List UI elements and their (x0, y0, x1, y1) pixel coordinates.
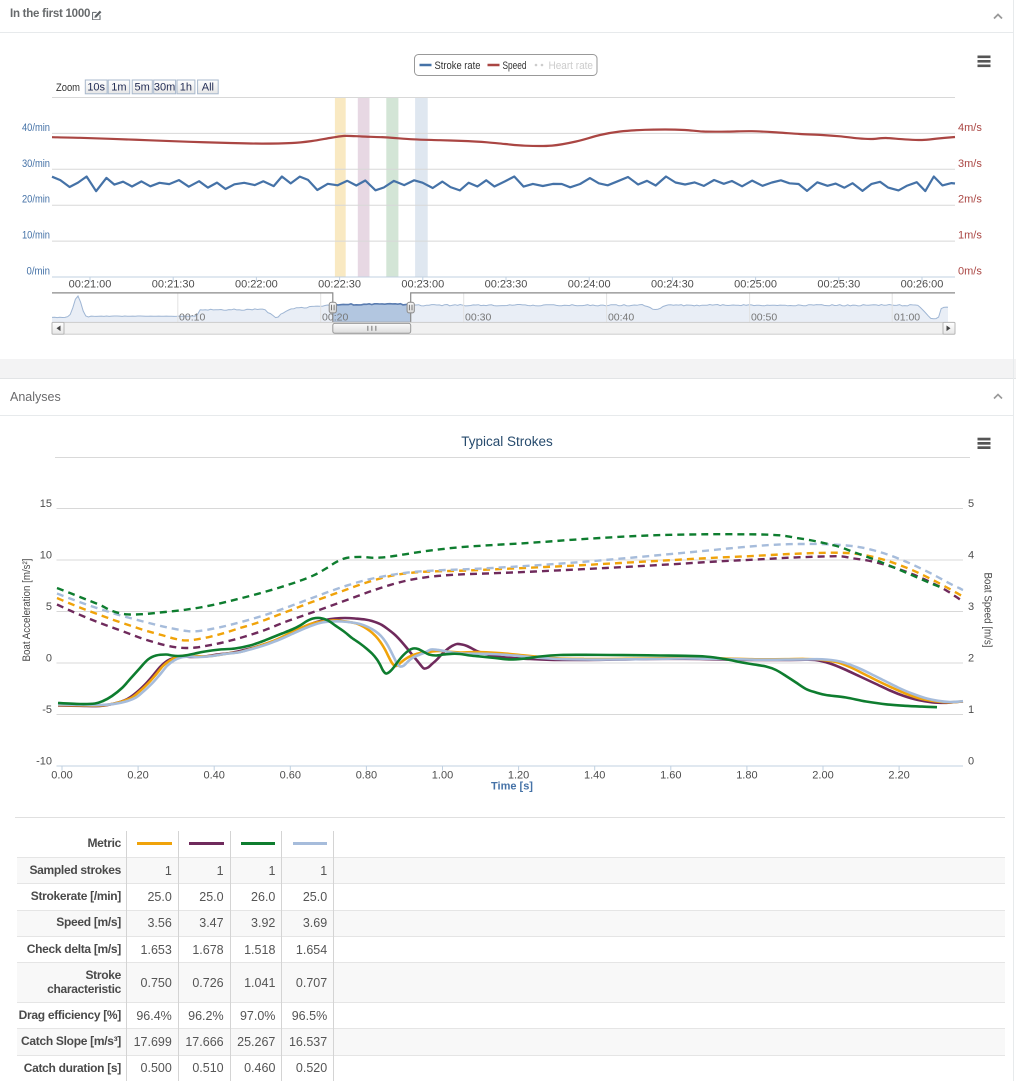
svg-text:1m: 1m (111, 82, 126, 94)
svg-text:1: 1 (968, 704, 974, 716)
svg-text:00:30: 00:30 (465, 311, 491, 323)
svg-text:Speed: Speed (503, 60, 527, 72)
svg-text:20/min: 20/min (22, 194, 50, 206)
svg-text:2.20: 2.20 (888, 770, 909, 782)
svg-text:00:21:00: 00:21:00 (69, 279, 112, 291)
svg-text:5: 5 (968, 498, 974, 510)
svg-text:30/min: 30/min (22, 158, 50, 170)
svg-text:00:22:00: 00:22:00 (235, 279, 278, 291)
svg-text:00:25:30: 00:25:30 (817, 279, 860, 291)
svg-text:-10: -10 (36, 755, 52, 767)
svg-text:00:26:00: 00:26:00 (901, 279, 944, 291)
svg-text:10: 10 (40, 549, 52, 561)
svg-text:-5: -5 (42, 704, 52, 716)
svg-text:1.00: 1.00 (432, 770, 453, 782)
svg-text:0.40: 0.40 (203, 770, 224, 782)
svg-text:Typical Strokes: Typical Strokes (461, 434, 553, 449)
svg-text:All: All (202, 82, 214, 94)
svg-text:0: 0 (46, 652, 52, 664)
svg-text:00:40: 00:40 (608, 311, 634, 323)
svg-text:5m: 5m (135, 82, 150, 94)
svg-text:40/min: 40/min (22, 122, 50, 134)
svg-text:15: 15 (40, 498, 52, 510)
svg-text:0.60: 0.60 (280, 770, 301, 782)
svg-text:00:23:00: 00:23:00 (401, 279, 444, 291)
svg-text:1.40: 1.40 (584, 770, 605, 782)
svg-text:30m: 30m (154, 82, 175, 94)
svg-text:1m/s: 1m/s (958, 230, 982, 242)
svg-text:0.00: 0.00 (51, 770, 72, 782)
svg-text:00:22:30: 00:22:30 (318, 279, 361, 291)
svg-text:10s: 10s (87, 82, 105, 94)
svg-text:Time [s]: Time [s] (491, 781, 533, 793)
svg-text:0/min: 0/min (27, 266, 51, 278)
svg-text:00:24:00: 00:24:00 (568, 279, 611, 291)
svg-text:5: 5 (46, 601, 52, 613)
svg-text:Zoom: Zoom (56, 82, 80, 94)
svg-text:0.20: 0.20 (127, 770, 148, 782)
svg-text:Heart rate: Heart rate (549, 60, 594, 72)
svg-text:0: 0 (968, 755, 974, 767)
svg-text:4m/s: 4m/s (958, 122, 982, 134)
svg-text:0.80: 0.80 (356, 770, 377, 782)
svg-text:00:25:00: 00:25:00 (734, 279, 777, 291)
svg-text:Stroke rate: Stroke rate (435, 60, 481, 72)
svg-text:Boat Acceleration [m/s²]: Boat Acceleration [m/s²] (21, 559, 33, 662)
svg-text:10/min: 10/min (22, 230, 50, 242)
svg-text:0m/s: 0m/s (958, 266, 982, 278)
svg-text:00:24:30: 00:24:30 (651, 279, 694, 291)
svg-text:00:10: 00:10 (179, 311, 205, 323)
svg-text:00:20: 00:20 (322, 311, 348, 323)
svg-text:3: 3 (968, 601, 974, 613)
svg-text:2: 2 (968, 652, 974, 664)
svg-text:4: 4 (968, 549, 974, 561)
svg-text:2m/s: 2m/s (958, 194, 982, 206)
svg-text:01:00: 01:00 (894, 311, 920, 323)
svg-text:1h: 1h (180, 82, 192, 94)
svg-text:Boat Speed [m/s]: Boat Speed [m/s] (982, 573, 994, 648)
svg-text:00:23:30: 00:23:30 (485, 279, 528, 291)
svg-text:00:21:30: 00:21:30 (152, 279, 195, 291)
svg-text:00:50: 00:50 (751, 311, 777, 323)
svg-text:1.20: 1.20 (508, 770, 529, 782)
svg-text:1.60: 1.60 (660, 770, 681, 782)
svg-text:1.80: 1.80 (736, 770, 757, 782)
svg-text:2.00: 2.00 (812, 770, 833, 782)
svg-text:3m/s: 3m/s (958, 158, 982, 170)
